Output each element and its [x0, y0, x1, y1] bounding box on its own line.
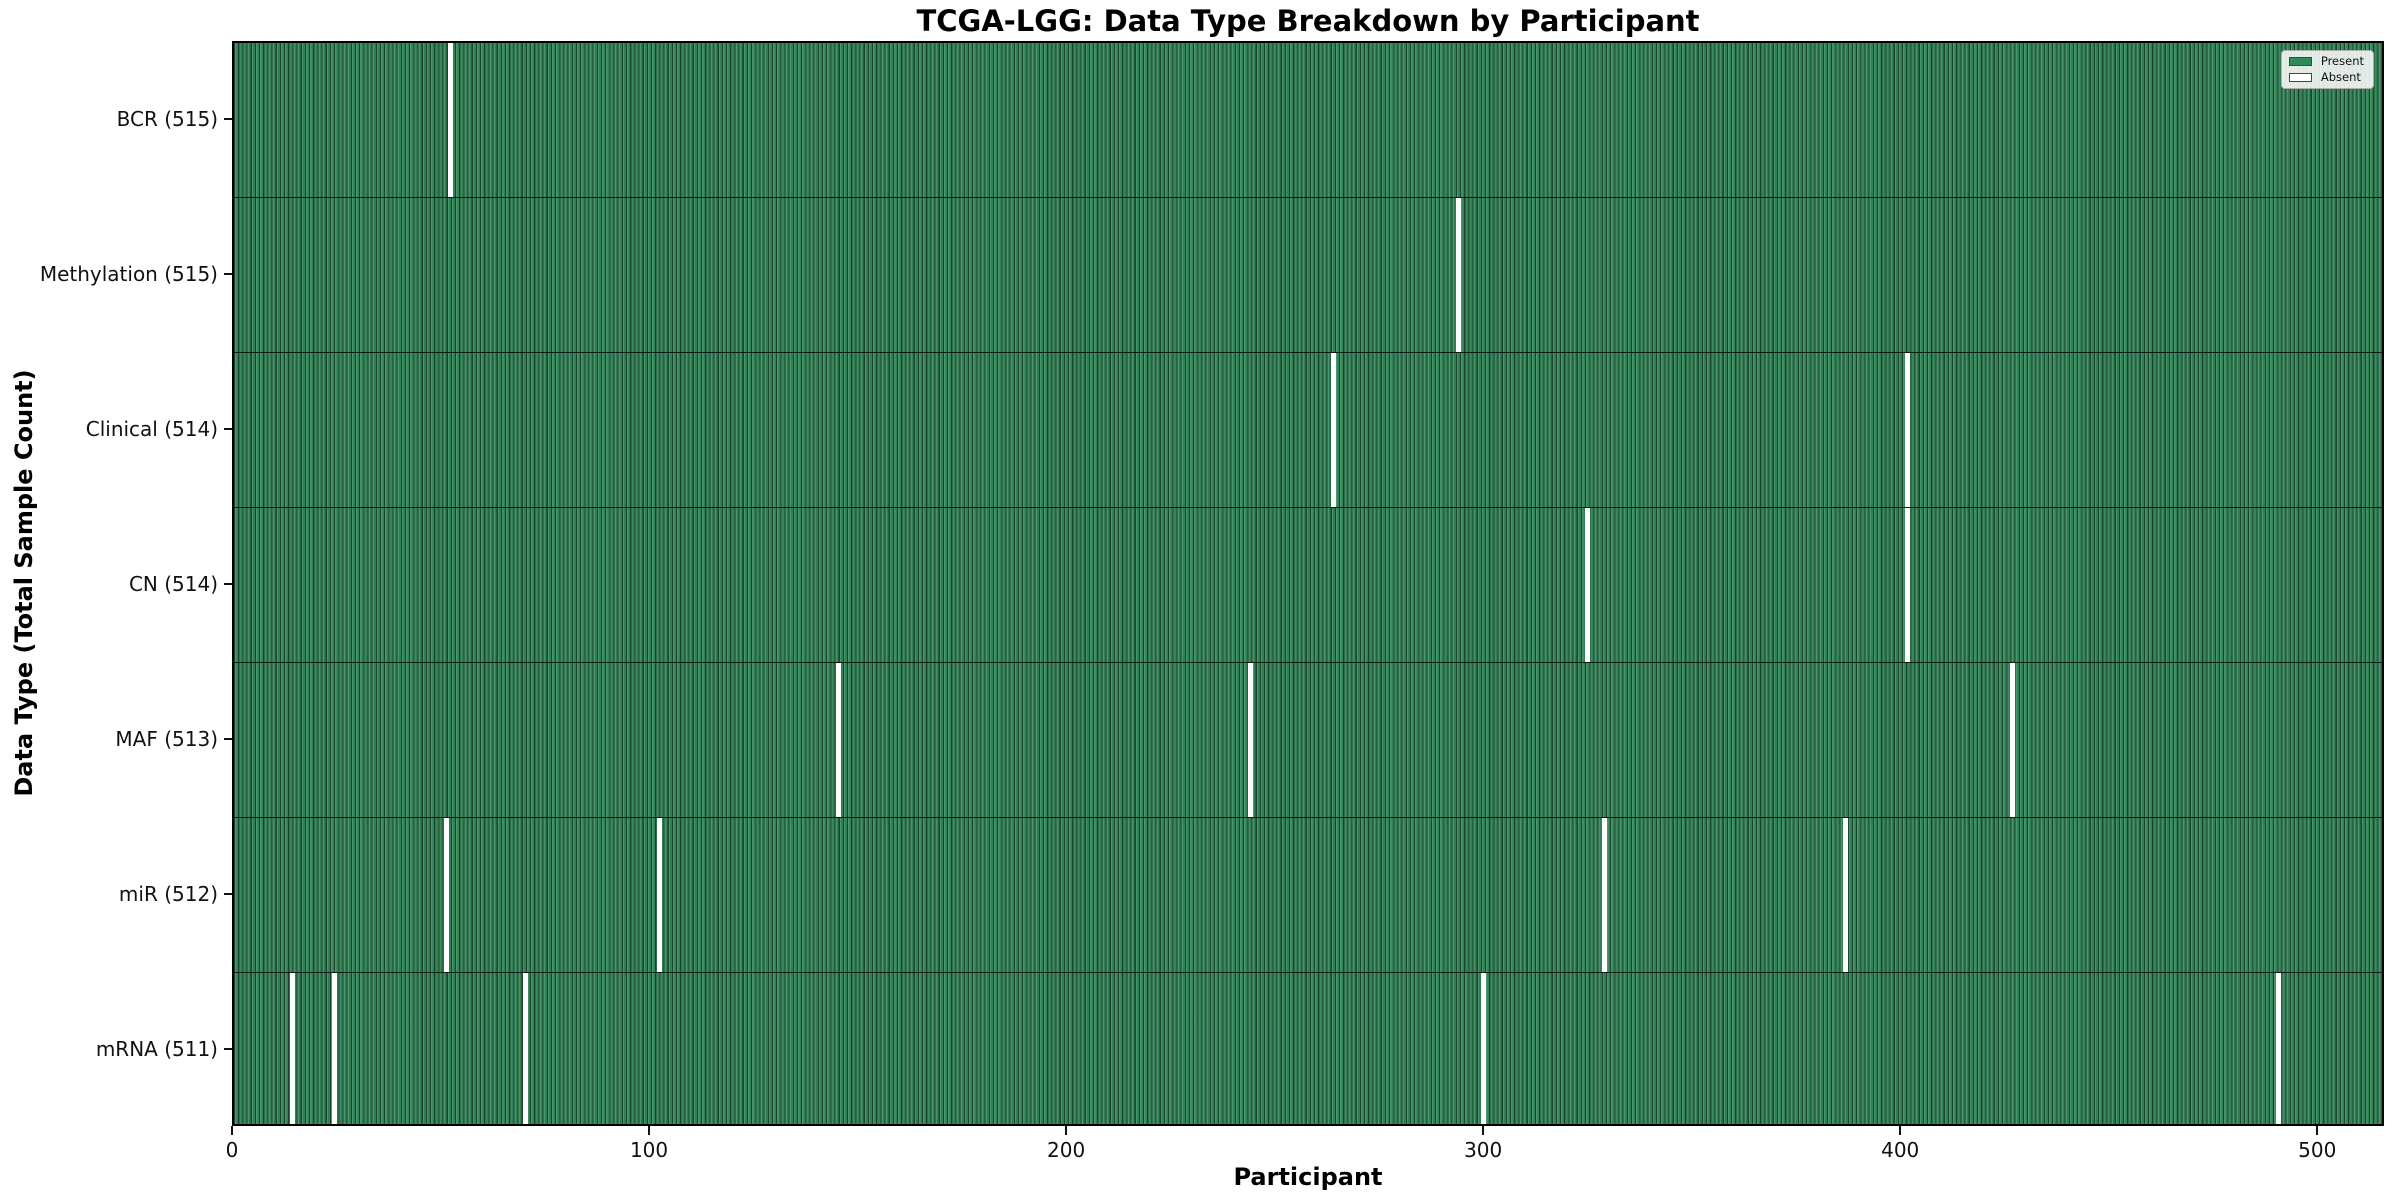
legend-item-present: Present [2288, 54, 2364, 68]
xtick-mark [1065, 1126, 1068, 1135]
absent-gap [444, 818, 450, 972]
xtick-label-200: 200 [1047, 1138, 1086, 1162]
ytick-mark [224, 1047, 232, 1050]
ytick-mark [224, 272, 232, 275]
data-row-Clinical [234, 353, 2382, 508]
data-row-MAF [234, 663, 2382, 818]
legend-item-absent: Absent [2288, 69, 2364, 84]
absent-gap [1601, 818, 1607, 972]
data-row-CN [234, 508, 2382, 663]
ytick-label-CN: CN (514) [128, 571, 218, 596]
xtick-label-500: 500 [2298, 1138, 2337, 1162]
absent-gap [1455, 198, 1461, 352]
plot-area: Present Absent [232, 41, 2384, 1126]
xtick-label-100: 100 [629, 1138, 669, 1162]
ytick-label-Methylation: Methylation (515) [39, 261, 218, 286]
chart-title: TCGA-LGG: Data Type Breakdown by Partici… [916, 4, 1700, 38]
legend-label: Absent [2320, 69, 2361, 84]
data-row-miR [234, 818, 2382, 973]
xtick-mark [1899, 1126, 1902, 1135]
x-axis-label: Participant [1233, 1163, 1383, 1191]
xtick-mark [231, 1126, 233, 1135]
absent-gap [1584, 508, 1590, 662]
ytick-mark [224, 427, 232, 430]
ytick-label-miR: miR (512) [118, 881, 218, 906]
ytick-label-mRNA: mRNA (511) [95, 1036, 218, 1061]
absent-gap [1905, 353, 1911, 507]
ytick-label-Clinical: Clinical (514) [85, 416, 218, 441]
absent-gap [1905, 508, 1911, 662]
xtick-mark [1482, 1126, 1485, 1135]
absent-gap [1247, 663, 1253, 817]
ytick-label-MAF: MAF (513) [115, 726, 218, 751]
absent-gap [2009, 663, 2015, 817]
legend: Present Absent [2280, 50, 2374, 89]
absent-gap [1480, 973, 1486, 1124]
legend-label: Present [2320, 54, 2364, 68]
absent-gap [331, 973, 337, 1124]
absent-gap [1843, 818, 1848, 972]
legend-swatch-icon [2288, 72, 2312, 82]
xtick-mark [648, 1126, 651, 1135]
absent-gap [656, 818, 662, 972]
absent-gap [290, 973, 296, 1124]
xtick-label-0: 0 [225, 1138, 239, 1162]
ytick-label-BCR: BCR (515) [116, 106, 218, 131]
data-row-Methylation [234, 198, 2382, 353]
ytick-mark [224, 117, 232, 120]
xtick-mark [2316, 1126, 2319, 1135]
absent-gap [1330, 353, 1336, 507]
absent-gap [835, 663, 841, 817]
ytick-mark [224, 892, 232, 895]
data-row-BCR [234, 43, 2382, 198]
absent-gap [523, 973, 529, 1124]
ytick-mark [224, 582, 232, 585]
y-axis-label: Data Type (Total Sample Count) [10, 369, 38, 797]
absent-gap [2275, 973, 2281, 1124]
xtick-label-300: 300 [1464, 1138, 1503, 1162]
ytick-mark [224, 737, 232, 740]
legend-swatch-icon [2288, 57, 2312, 67]
xtick-label-400: 400 [1881, 1138, 1920, 1162]
data-row-mRNA [234, 973, 2382, 1124]
absent-gap [448, 43, 454, 197]
